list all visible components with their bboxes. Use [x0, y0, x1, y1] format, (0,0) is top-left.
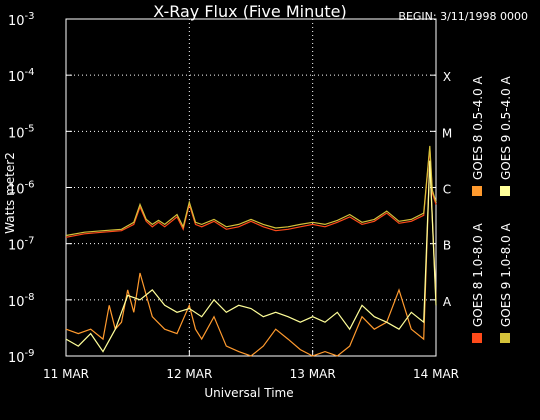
flare-class-labels: A B C M X [442, 70, 452, 309]
y-tick-labels: 10-9 10-8 10-7 10-6 10-5 10-4 10-3 [8, 11, 436, 366]
series-line [65, 145, 437, 237]
series-line [65, 160, 437, 353]
y-axis-label: Watts meter2 [3, 152, 17, 234]
x-axis-label: Universal Time [204, 386, 293, 400]
grid-lines [66, 19, 436, 356]
legend-label: GOES 8 0.5-4.0 A [471, 75, 485, 180]
y-tick-label: 10-7 [8, 236, 35, 254]
x-tick-label: 14 MAR [413, 367, 459, 381]
legend-swatch [500, 333, 510, 343]
y-tick-label: 10-3 [8, 11, 35, 29]
flare-class-label: X [443, 70, 451, 84]
chart-title: X-Ray Flux (Five Minute) [153, 2, 346, 21]
legend-swatch [500, 186, 510, 196]
series-line [65, 148, 437, 238]
y-tick-label: 10-9 [8, 348, 35, 366]
flare-class-label: B [443, 239, 451, 253]
x-tick-label: 11 MAR [43, 367, 89, 381]
series-line [65, 160, 437, 357]
y-tick-label: 10-8 [8, 292, 35, 310]
begin-label: BEGIN: 3/11/1998 0000 [398, 10, 528, 23]
legend-swatch [472, 186, 482, 196]
legend-label: GOES 9 0.5-4.0 A [499, 75, 513, 180]
y-tick-label: 10-5 [8, 123, 35, 141]
legend-label: GOES 8 1.0-8.0 A [471, 222, 485, 327]
flare-class-label: A [443, 295, 452, 309]
x-tick-label: 12 MAR [166, 367, 212, 381]
y-tick-label: 10-4 [8, 67, 35, 85]
series-lines [65, 145, 437, 357]
legend: GOES 8 1.0-8.0 A GOES 8 0.5-4.0 A GOES 9 1… [471, 75, 513, 343]
legend-label: GOES 9 1.0-8.0 A [499, 222, 513, 327]
flare-class-label: M [442, 126, 452, 140]
y-tick-label: 10-6 [8, 180, 35, 198]
x-tick-label: 13 MAR [290, 367, 336, 381]
x-tick-labels: 11 MAR 12 MAR 13 MAR 14 MAR [43, 350, 459, 381]
flare-class-label: C [443, 183, 451, 197]
legend-swatch [472, 333, 482, 343]
